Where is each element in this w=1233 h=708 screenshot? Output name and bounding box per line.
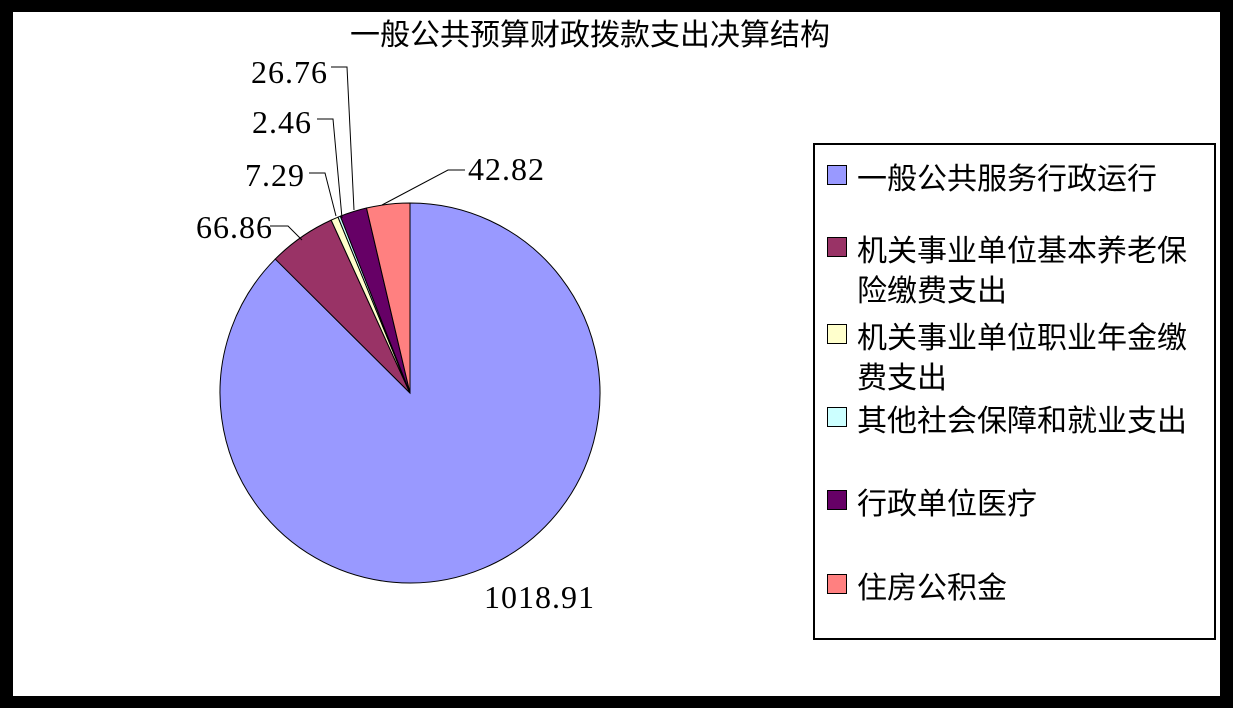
- legend-item: 机关事业单位职业年金缴费支出: [827, 319, 1206, 399]
- slice-value-label: 66.86: [196, 209, 273, 245]
- legend-swatch: [827, 165, 847, 185]
- leader-line-slice4: [331, 66, 355, 211]
- slice-value-label: 2.46: [252, 104, 312, 140]
- legend-swatch: [827, 407, 847, 427]
- pie-slices: [219, 202, 601, 584]
- legend-item: 其他社会保障和就业支出: [827, 402, 1206, 442]
- slice-value-label: 1018.91: [484, 579, 595, 615]
- leader-line-slice2: [309, 172, 337, 217]
- legend-item-label: 行政单位医疗: [857, 488, 1037, 521]
- legend-swatch: [827, 324, 847, 344]
- slice-value-label: 26.76: [251, 54, 328, 90]
- legend-swatch: [827, 574, 847, 594]
- slice-value-label: 7.29: [245, 157, 305, 193]
- leader-line-slice3: [317, 118, 343, 219]
- chart-title: 一般公共预算财政拨款支出决算结构: [350, 19, 830, 52]
- legend-item-label: 机关事业单位基本养老保险缴费支出: [857, 235, 1187, 308]
- leader-line-slice1: [270, 225, 303, 241]
- legend-item-label: 住房公积金: [857, 572, 1007, 605]
- leader-line-slice5: [381, 169, 465, 206]
- legend-swatch: [827, 490, 847, 510]
- legend-item-label: 一般公共服务行政运行: [857, 163, 1157, 196]
- legend-swatch: [827, 237, 847, 257]
- legend-item: 机关事业单位基本养老保险缴费支出: [827, 232, 1206, 312]
- legend-item: 住房公积金: [827, 569, 1206, 609]
- leader-lines: [270, 66, 465, 241]
- legend-item-label: 其他社会保障和就业支出: [857, 405, 1187, 438]
- legend-item: 一般公共服务行政运行: [827, 160, 1206, 200]
- pie-slice-5: [365, 202, 411, 394]
- legend-item-label: 机关事业单位职业年金缴费支出: [857, 322, 1187, 395]
- slice-value-label: 42.82: [468, 151, 545, 187]
- legend: 一般公共服务行政运行 机关事业单位基本养老保险缴费支出 机关事业单位职业年金缴费…: [813, 143, 1216, 640]
- legend-item: 行政单位医疗: [827, 485, 1206, 525]
